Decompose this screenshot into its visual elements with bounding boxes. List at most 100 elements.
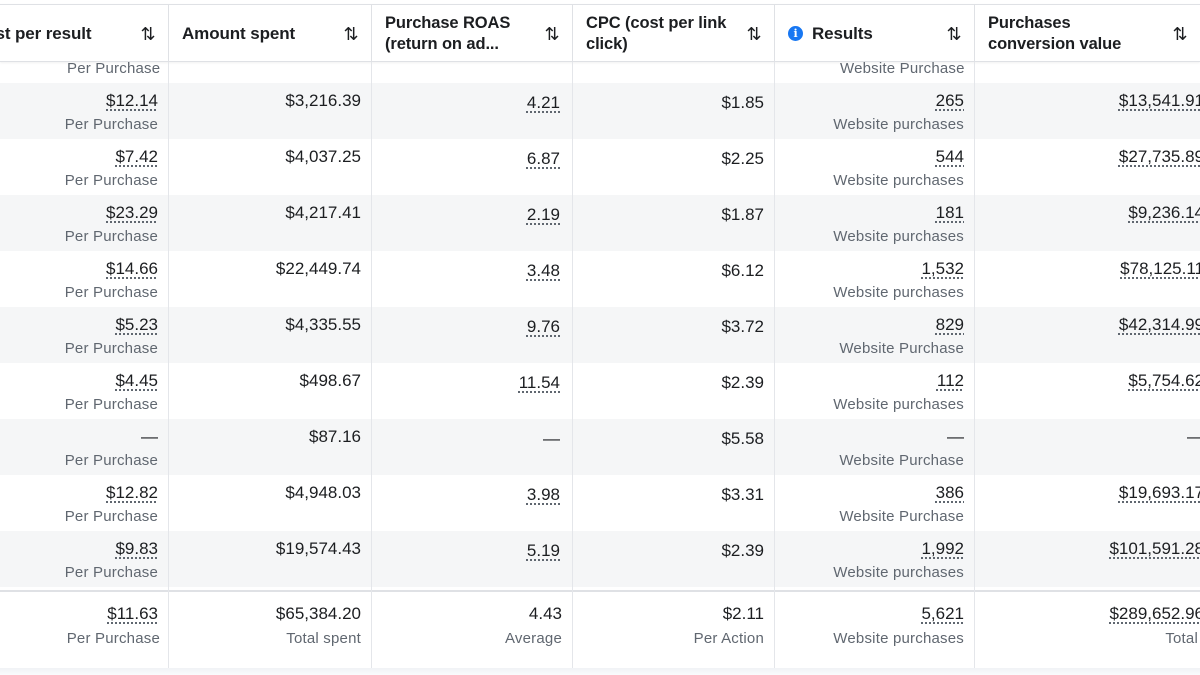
column-header-purchases_value[interactable]: Purchases conversion value ⇅ <box>974 5 1200 62</box>
total-value: $289,652.96 Total <box>974 592 1200 668</box>
column-divider <box>974 62 975 668</box>
cell-roas: 5.19 <box>371 531 572 587</box>
column-header-label: Purchase ROAS (return on ad... <box>385 5 535 62</box>
cell-value[interactable]: $42,314.99 <box>1118 315 1200 334</box>
table-row[interactable]: — Per Purchase $87.16 — $5.58 — Website Purcha… <box>0 419 1200 475</box>
cell-subtitle: Per Purchase <box>64 396 158 413</box>
cell-spent: $4,037.25 <box>168 139 371 195</box>
cell-subtitle: Per Purchase <box>64 228 158 245</box>
cell-spent: $498.67 <box>168 363 371 419</box>
cell-value[interactable]: 4.21 <box>526 93 560 112</box>
column-divider <box>774 62 775 668</box>
cell-subtitle: Per Purchase <box>64 508 158 525</box>
sort-arrows-icon[interactable]: ⇅ <box>343 23 359 44</box>
sort-arrows-icon[interactable]: ⇅ <box>946 23 962 44</box>
cell-cpc: $2.39 <box>572 363 774 419</box>
cell-roas: 4.21 <box>371 83 572 139</box>
cell-value[interactable]: 544 <box>935 147 964 166</box>
cell-value[interactable]: 265 <box>935 91 964 110</box>
cell-value[interactable]: 829 <box>935 315 964 334</box>
table-row[interactable]: $12.14 Per Purchase $3,216.39 4.21 $1.85 265 W… <box>0 83 1200 139</box>
table-row[interactable]: $9.83 Per Purchase $19,574.43 5.19 $2.39 1,99… <box>0 531 1200 587</box>
cell-value[interactable]: $101,591.28 <box>1109 539 1200 558</box>
column-header-results[interactable]: i Results ⇅ <box>774 5 974 62</box>
cell-value: $22,449.74 <box>275 259 361 278</box>
total-value: $65,384.20 <box>275 604 361 623</box>
cell-value[interactable]: $19,693.17 <box>1118 483 1200 502</box>
table-row[interactable]: $7.42 Per Purchase $4,037.25 6.87 $2.25 544 We… <box>0 139 1200 195</box>
column-header-amount_spent[interactable]: Amount spent ⇅ <box>168 5 371 62</box>
cell-value[interactable]: 6.87 <box>526 149 560 168</box>
cell-value[interactable]: $14.66 <box>106 259 158 278</box>
cell-value[interactable]: 3.48 <box>526 261 560 280</box>
table-row[interactable]: $4.45 Per Purchase $498.67 11.54 $2.39 112 Web… <box>0 363 1200 419</box>
cell-subtitle: Website Purchase <box>839 340 964 357</box>
cell-subtitle: Website purchases <box>833 396 964 413</box>
cell-value[interactable]: 11.54 <box>518 373 560 392</box>
cell-value: $4,948.03 <box>285 483 361 502</box>
cell-value: $27,735.89 <box>974 139 1200 195</box>
table-row[interactable]: $12.82 Per Purchase $4,948.03 3.98 $3.31 386 W… <box>0 475 1200 531</box>
column-header-cpc[interactable]: CPC (cost per link click) ⇅ <box>572 5 774 62</box>
cell-value[interactable]: 181 <box>935 203 964 222</box>
cell-value[interactable]: 2.19 <box>526 205 560 224</box>
cell-results: 544 Website purchases <box>774 139 974 195</box>
table-row[interactable]: $5.23 Per Purchase $4,335.55 9.76 $3.72 829 We… <box>0 307 1200 363</box>
cell-value[interactable]: $9.83 <box>115 539 158 558</box>
cell-subtitle: Per Purchase <box>64 172 158 189</box>
cell-value[interactable]: 1,992 <box>921 539 964 558</box>
cell-subtitle: Website purchases <box>833 116 964 133</box>
cell-results: 265 Website purchases <box>774 83 974 139</box>
cell-value[interactable]: $7.42 <box>115 147 158 166</box>
cell-value[interactable]: 9.76 <box>526 317 560 336</box>
sort-arrows-icon[interactable]: ⇅ <box>140 23 156 44</box>
cell-cost: $12.82 Per Purchase <box>0 475 168 531</box>
cell-value[interactable]: $23.29 <box>106 203 158 222</box>
sort-arrows-icon[interactable]: ⇅ <box>746 23 762 44</box>
cell-cost: $5.23 Per Purchase <box>0 307 168 363</box>
cell-value[interactable]: $5,754.62 <box>1128 371 1200 390</box>
cell-value[interactable]: 5.19 <box>526 541 560 560</box>
cell-value: $9,236.14 <box>974 195 1200 251</box>
cell-value[interactable]: 3.98 <box>526 485 560 504</box>
cell-value: — <box>1187 427 1200 447</box>
cell-results: 181 Website purchases <box>774 195 974 251</box>
cell-value[interactable]: $12.82 <box>106 483 158 502</box>
column-header-label: Purchases conversion value <box>988 5 1128 62</box>
cell-value: $2.39 <box>721 541 764 560</box>
cell-value: $101,591.28 <box>974 531 1200 587</box>
total-value: 4.43 <box>528 604 562 623</box>
cell-value[interactable]: $78,125.11 <box>1120 259 1200 278</box>
cell-value[interactable]: $12.14 <box>106 91 158 110</box>
cell-value[interactable]: $5.23 <box>115 315 158 334</box>
table-row[interactable]: $14.66 Per Purchase $22,449.74 3.48 $6.12 1,5… <box>0 251 1200 307</box>
sort-arrows-icon[interactable]: ⇅ <box>544 23 560 44</box>
cell-value[interactable]: $13,541.91 <box>1118 91 1200 110</box>
cell-value: $87.16 <box>309 427 361 446</box>
column-header-purchase_roas[interactable]: Purchase ROAS (return on ad... ⇅ <box>371 5 572 62</box>
column-label: CPC (cost per link click) <box>586 13 727 53</box>
cell-value: $3,216.39 <box>285 91 361 110</box>
column-header-cost_per_result[interactable]: Cost per result ⇅ <box>0 5 168 62</box>
cell-value[interactable]: 1,532 <box>921 259 964 278</box>
cell-value: $78,125.11 <box>974 251 1200 307</box>
cell-value: $19,574.43 <box>275 539 361 558</box>
cell-subtitle: Per Purchase <box>64 564 158 581</box>
cell-value: — <box>947 427 964 446</box>
cell-cost: $9.83 Per Purchase <box>0 531 168 587</box>
cell-cost: $4.45 Per Purchase <box>0 363 168 419</box>
cell-value[interactable]: $4.45 <box>115 371 158 390</box>
cell-cpc: $3.72 <box>572 307 774 363</box>
cell-value[interactable]: $27,735.89 <box>1118 147 1200 166</box>
cell-value[interactable]: 112 <box>936 371 964 390</box>
info-icon[interactable]: i <box>788 26 803 41</box>
cell-value[interactable]: $9,236.14 <box>1128 203 1200 222</box>
total-value: $2.11 <box>722 604 764 623</box>
table-row[interactable]: $23.29 Per Purchase $4,217.41 2.19 $1.87 181 W… <box>0 195 1200 251</box>
cell-value: $4,217.41 <box>285 203 361 222</box>
total-subtitle: Per Action <box>693 630 764 647</box>
column-label: Amount spent <box>182 24 296 43</box>
sort-arrows-icon[interactable]: ⇅ <box>1172 23 1188 44</box>
cell-value[interactable]: 386 <box>935 483 964 502</box>
cell-spent: $4,335.55 <box>168 307 371 363</box>
